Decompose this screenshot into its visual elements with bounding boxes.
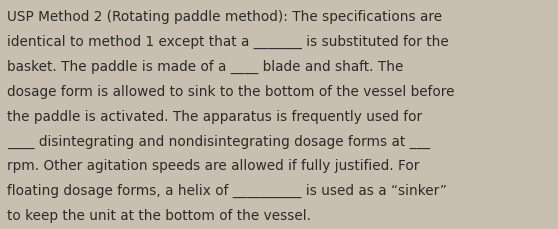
Text: ____ disintegrating and nondisintegrating dosage forms at ___: ____ disintegrating and nondisintegratin… bbox=[7, 134, 431, 148]
Text: the paddle is activated. The apparatus is frequently used for: the paddle is activated. The apparatus i… bbox=[7, 109, 422, 123]
Text: floating dosage forms, a helix of __________ is used as a “sinker”: floating dosage forms, a helix of ______… bbox=[7, 183, 448, 197]
Text: to keep the unit at the bottom of the vessel.: to keep the unit at the bottom of the ve… bbox=[7, 208, 311, 222]
Text: dosage form is allowed to sink to the bottom of the vessel before: dosage form is allowed to sink to the bo… bbox=[7, 85, 455, 98]
Text: USP Method 2 (Rotating paddle method): The specifications are: USP Method 2 (Rotating paddle method): T… bbox=[7, 10, 442, 24]
Text: rpm. Other agitation speeds are allowed if fully justified. For: rpm. Other agitation speeds are allowed … bbox=[7, 159, 420, 173]
Text: basket. The paddle is made of a ____ blade and shaft. The: basket. The paddle is made of a ____ bla… bbox=[7, 60, 403, 74]
Text: identical to method 1 except that a _______ is substituted for the: identical to method 1 except that a ____… bbox=[7, 35, 449, 49]
